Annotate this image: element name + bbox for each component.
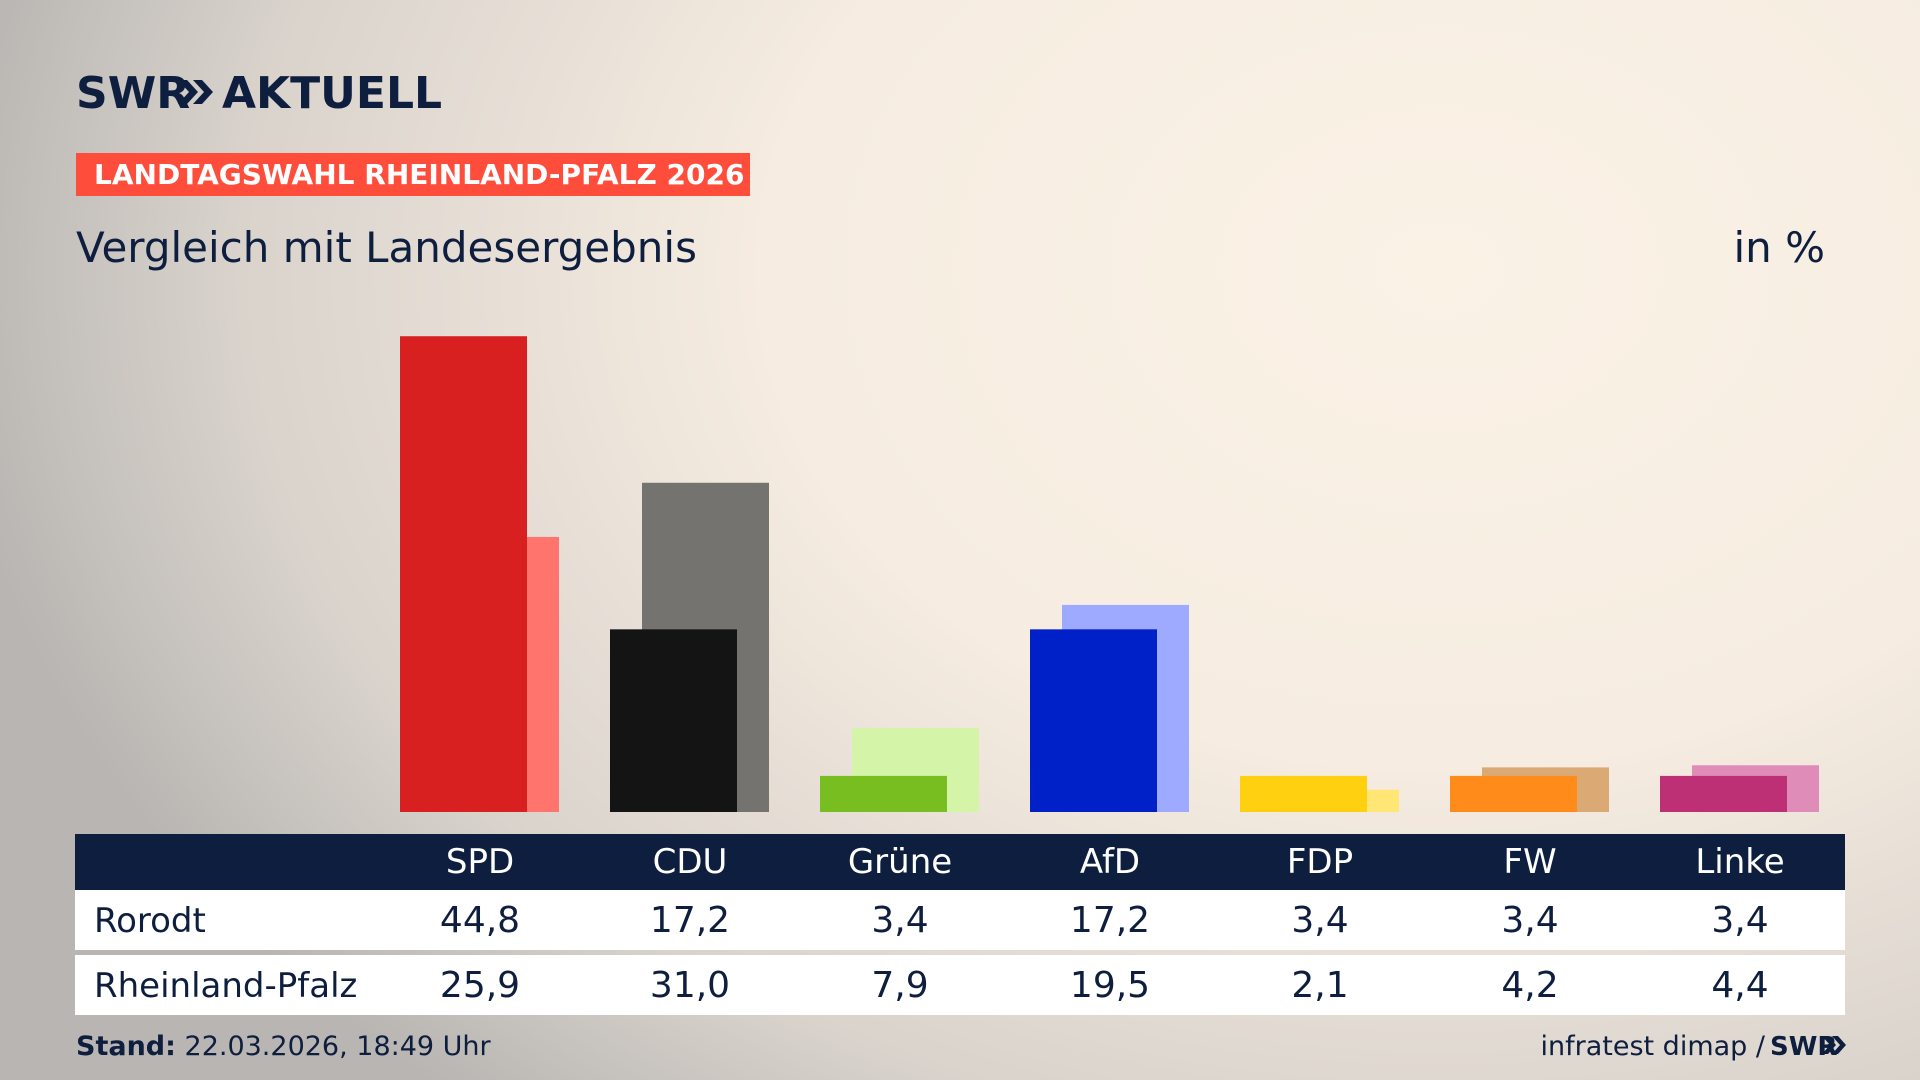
row-label: Rorodt	[94, 901, 206, 941]
cell-value: 3,4	[1711, 900, 1768, 941]
unit-label: in %	[1733, 223, 1825, 272]
cell-value: 44,8	[440, 900, 520, 941]
column-header: Grüne	[848, 842, 952, 882]
cell-value: 4,2	[1501, 965, 1558, 1006]
column-header: CDU	[653, 842, 728, 882]
bar	[1030, 629, 1157, 812]
bar	[1240, 775, 1367, 812]
brand-chevrons	[178, 80, 213, 104]
cell-value: 4,4	[1711, 965, 1768, 1006]
kicker: LANDTAGSWAHL RHEINLAND-PFALZ 2026	[94, 158, 744, 191]
stand: 22.03.2026, 18:49 Uhr	[185, 1031, 492, 1062]
column-header: SPD	[446, 842, 514, 882]
column-header: FW	[1503, 842, 1556, 882]
bar	[1450, 775, 1577, 812]
column-header: FDP	[1287, 842, 1353, 882]
table-row	[75, 955, 1845, 1015]
bar	[820, 775, 947, 812]
table-row	[75, 890, 1845, 950]
chart-title: Vergleich mit Landesergebnis	[76, 223, 697, 272]
cell-value: 19,5	[1070, 965, 1150, 1006]
cell-value: 2,1	[1291, 965, 1348, 1006]
source-chevrons	[1822, 1036, 1846, 1054]
kicker-box	[76, 153, 750, 196]
cell-value: 7,9	[871, 965, 928, 1006]
cell-value: 3,4	[871, 900, 928, 941]
table-header	[75, 834, 1845, 890]
stand-label: Stand:	[76, 1031, 176, 1062]
cell-value: 17,2	[1070, 900, 1150, 941]
row-label: Rheinland-Pfalz	[94, 966, 357, 1006]
bar	[1660, 775, 1787, 812]
bar	[400, 336, 527, 812]
column-header: AfD	[1080, 842, 1140, 882]
cell-value: 31,0	[650, 965, 730, 1006]
cell-value: 17,2	[650, 900, 730, 941]
column-header: Linke	[1695, 842, 1784, 882]
brand: SWR	[76, 68, 190, 119]
cell-value: 25,9	[440, 965, 520, 1006]
cell-value: 3,4	[1291, 900, 1348, 941]
bar	[610, 629, 737, 812]
footer-stand: Stand: 22.03.2026, 18:49 Uhr	[76, 1031, 492, 1062]
source: infratest dimap /	[1540, 1031, 1765, 1062]
cell-value: 3,4	[1501, 900, 1558, 941]
brand-product: AKTUELL	[222, 68, 442, 119]
